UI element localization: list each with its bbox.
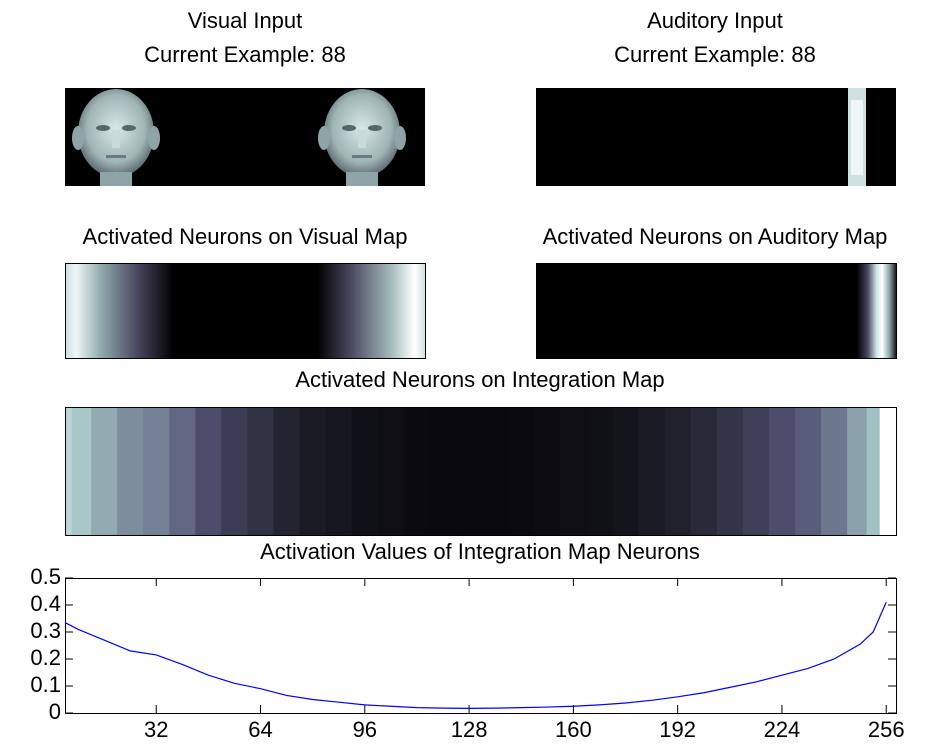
- y-tick-label: 0.1: [30, 672, 61, 697]
- map-column: [795, 408, 822, 535]
- map-column: [534, 408, 561, 535]
- map-column: [508, 408, 535, 535]
- panel-subtitle: Current Example: 88: [144, 42, 346, 67]
- sound-bar: [851, 100, 863, 175]
- x-tick-label: 32: [144, 717, 168, 742]
- page: {"panels": { "visual_input": {"title": "…: [0, 0, 949, 744]
- map-column: [743, 408, 770, 535]
- panel-title: Visual Input: [188, 8, 303, 33]
- map-column: [430, 408, 457, 535]
- x-tick-label: 192: [659, 717, 696, 742]
- map-column: [880, 408, 897, 535]
- panel-title: Activated Neurons on Integration Map: [295, 367, 664, 392]
- map-column: [665, 408, 692, 535]
- map-column: [195, 408, 222, 535]
- map-column: [300, 408, 327, 535]
- map-column: [72, 408, 92, 535]
- map-column: [143, 408, 170, 535]
- visual-map: [66, 264, 426, 359]
- chart-title: Activation Values of Integration Map Neu…: [260, 539, 700, 564]
- y-tick-label: 0.3: [30, 618, 61, 643]
- map-column: [247, 408, 274, 535]
- map-column: [769, 408, 796, 535]
- map-column: [482, 408, 509, 535]
- map-column: [639, 408, 666, 535]
- panel-title: Activated Neurons on Auditory Map: [543, 224, 888, 249]
- map-column: [404, 408, 431, 535]
- map-column: [612, 408, 639, 535]
- x-tick-label: 128: [451, 717, 488, 742]
- auditory-input-image: [536, 88, 896, 186]
- map-column: [352, 408, 379, 535]
- x-tick-label: 256: [868, 717, 905, 742]
- map-column: [169, 408, 196, 535]
- map-column: [378, 408, 405, 535]
- auditory-map: [537, 264, 897, 359]
- x-tick-label: 160: [555, 717, 592, 742]
- map-column: [691, 408, 718, 535]
- y-tick-label: 0.2: [30, 645, 61, 670]
- map-column: [65, 408, 72, 535]
- panel-title: Auditory Input: [647, 8, 783, 33]
- map-column: [456, 408, 483, 535]
- map-column: [717, 408, 744, 535]
- integration-map: [65, 408, 897, 535]
- map-column: [847, 408, 867, 535]
- map-column: [326, 408, 353, 535]
- panel-subtitle: Current Example: 88: [614, 42, 816, 67]
- y-tick-label: 0.5: [30, 564, 61, 589]
- x-tick-label: 96: [353, 717, 377, 742]
- map-column: [821, 408, 848, 535]
- map-column: [560, 408, 587, 535]
- plot-area: 00.10.20.30.40.5 32 64 96 128 160 192 224 256: [30, 564, 904, 742]
- map-column: [91, 408, 118, 535]
- map-column: [867, 408, 881, 535]
- map-column: [117, 408, 144, 535]
- x-tick-label: 224: [764, 717, 801, 742]
- x-tick-label: 64: [248, 717, 272, 742]
- map-column: [586, 408, 613, 535]
- panel-title: Activated Neurons on Visual Map: [83, 224, 408, 249]
- figure: Visual Input Current Example: 88 Auditor…: [0, 0, 949, 744]
- axes-box: [66, 579, 897, 714]
- map-column: [221, 408, 248, 535]
- y-tick-label: 0: [49, 699, 61, 724]
- y-tick-label: 0.4: [30, 591, 61, 616]
- map-column: [274, 408, 301, 535]
